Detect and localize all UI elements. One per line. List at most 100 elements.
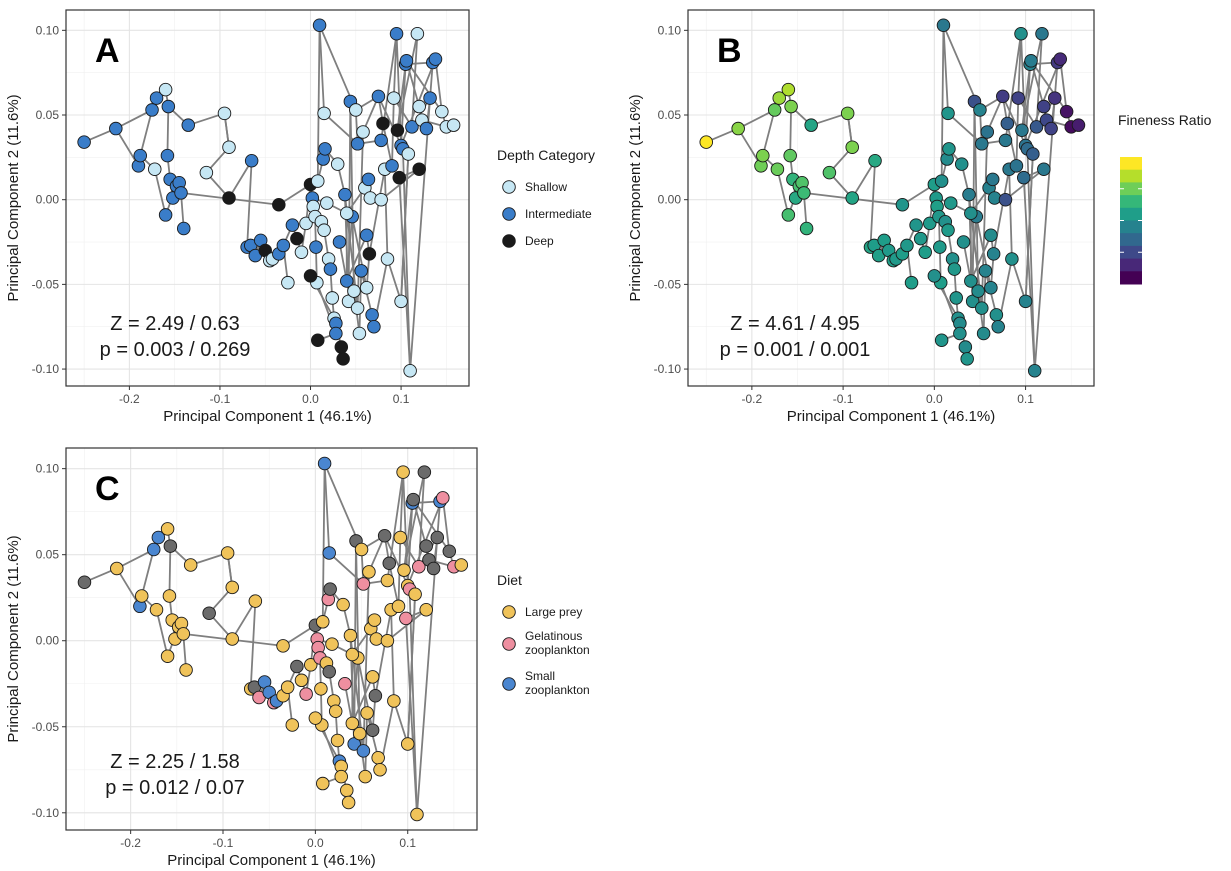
phylogeny-edge: [971, 100, 976, 303]
phylogeny-edge: [355, 540, 361, 735]
phylogeny-edge: [166, 105, 170, 157]
data-point: [394, 294, 408, 309]
panel-c: -0.2 -0.1 0.0 0.1 -0.10 -0.05 0.00 0.05 0.10 Prin…: [5, 447, 590, 869]
data-point: [281, 275, 295, 290]
data-point: [975, 301, 989, 315]
data-point: [345, 716, 360, 731]
data-point: [367, 613, 382, 627]
panel-b: -0.2 -0.1 0.0 0.1 -0.10 -0.05 0.00 0.05 0.10 Prin…: [627, 9, 1212, 425]
data-point: [975, 137, 989, 151]
data-point: [976, 326, 991, 341]
phylogeny-edge: [347, 100, 352, 303]
data-point: [941, 106, 955, 121]
x-tick-label: -0.2: [119, 392, 140, 406]
phylogeny-edge: [947, 112, 983, 145]
phylogeny-edge: [323, 462, 331, 554]
data-point: [918, 245, 932, 259]
data-point: [1005, 252, 1019, 266]
y-tick-label: 0.05: [36, 548, 60, 562]
data-point: [1035, 26, 1049, 41]
data-point: [199, 165, 214, 180]
phylogeny-edge: [139, 109, 153, 157]
colorbar-segment: [1120, 157, 1142, 171]
legend-label: Gelatinous: [525, 629, 582, 643]
data-point: [991, 319, 1005, 334]
data-point: [174, 186, 188, 200]
data-point: [960, 352, 974, 366]
data-point: [804, 118, 818, 132]
panel-border: [687, 9, 1095, 387]
panel-letter: B: [717, 32, 742, 70]
data-point: [322, 664, 336, 679]
phylogeny-edge: [396, 63, 407, 132]
y-tick-label: 0.10: [36, 462, 60, 476]
data-point: [400, 737, 415, 751]
data-point: [987, 191, 1002, 205]
data-point: [913, 231, 928, 246]
data-point: [442, 544, 457, 558]
data-point: [299, 687, 313, 701]
data-point: [160, 522, 175, 536]
data-point: [220, 546, 235, 560]
phylogeny-edge: [406, 593, 417, 745]
data-point: [360, 706, 374, 720]
data-point: [339, 206, 354, 220]
phylogeny-edge: [416, 536, 439, 816]
data-point: [406, 492, 421, 507]
stat-p: p = 0.001 / 0.001: [720, 339, 871, 361]
data-point: [77, 135, 91, 149]
data-point: [840, 106, 855, 121]
legend-key: [502, 234, 516, 248]
data-point: [423, 91, 437, 105]
data-point: [953, 326, 967, 341]
y-tick-label: -0.05: [32, 277, 60, 291]
data-point: [428, 52, 443, 66]
data-point: [403, 364, 417, 378]
data-point: [731, 121, 745, 136]
legend-key: [502, 677, 516, 691]
data-point: [280, 680, 295, 694]
data-point: [380, 633, 395, 648]
data-point: [936, 18, 951, 32]
data-point: [294, 245, 309, 259]
data-point: [1024, 54, 1038, 68]
x-tick-label: 0.1: [393, 392, 410, 406]
data-point: [299, 216, 313, 231]
data-point: [1018, 294, 1033, 309]
data-point: [845, 191, 859, 205]
data-point: [387, 91, 401, 105]
y-tick-label: 0.05: [658, 108, 682, 122]
phylogeny-edge: [1024, 153, 1034, 303]
colorbar-segment: [1120, 207, 1142, 221]
x-tick-label: -0.2: [742, 392, 763, 406]
phylogeny-edge: [409, 97, 431, 372]
data-point: [984, 281, 998, 295]
phylogeny-edge: [328, 552, 365, 585]
y-axis-title: Principal Component 2 (11.6%): [5, 94, 22, 301]
colorbar-segment: [1120, 258, 1142, 272]
phylogeny-edge: [1021, 63, 1032, 132]
data-point: [412, 162, 426, 176]
phylogeny-edge: [392, 700, 409, 745]
data-point: [317, 223, 331, 237]
data-point: [176, 627, 191, 641]
data-point: [405, 120, 419, 134]
data-point: [316, 615, 330, 629]
data-point: [923, 216, 937, 231]
legend-key: [502, 605, 516, 619]
data-point: [317, 456, 332, 471]
data-point: [393, 530, 408, 545]
data-point: [958, 340, 973, 354]
data-point: [1009, 159, 1024, 173]
data-point: [244, 153, 259, 168]
data-point: [336, 597, 350, 612]
data-point: [183, 558, 198, 572]
y-tick-label: -0.10: [32, 362, 60, 376]
data-point: [290, 659, 304, 674]
data-point: [430, 530, 445, 545]
colorbar-segment: [1120, 245, 1142, 260]
data-point: [962, 187, 976, 202]
phylogeny-edge: [140, 548, 155, 597]
data-point: [317, 106, 331, 121]
data-point: [179, 663, 193, 677]
